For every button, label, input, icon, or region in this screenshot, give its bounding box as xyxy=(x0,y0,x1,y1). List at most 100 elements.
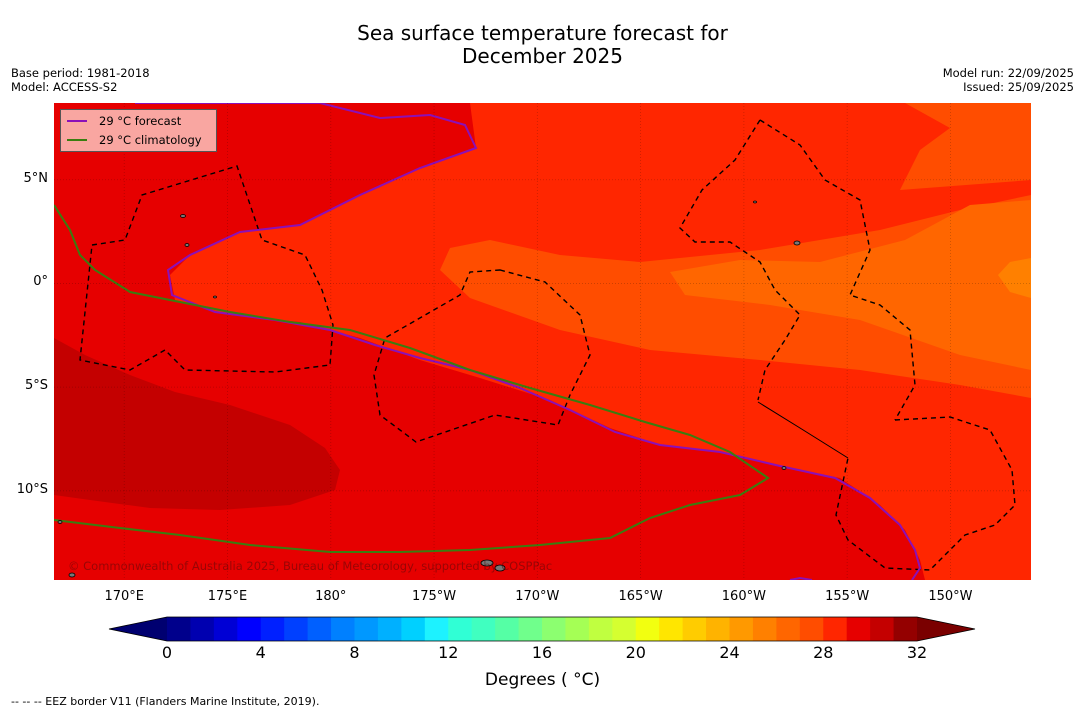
eez-border-kiribati-west xyxy=(679,119,801,401)
isotherm-lines xyxy=(54,103,922,580)
colorbar-segment xyxy=(635,617,660,641)
eez-border-solid-segment xyxy=(757,401,849,459)
issued-date: Issued: 25/09/2025 xyxy=(963,80,1074,94)
colorbar-segment xyxy=(377,617,402,641)
legend-row-forecast: 29 °C forecast xyxy=(67,114,181,128)
colorbar-tick-label: 0 xyxy=(161,643,173,662)
longitude-label: 175°E xyxy=(207,589,248,604)
colorbar-segment xyxy=(518,617,543,641)
colorbar-segment xyxy=(823,617,848,641)
island-b xyxy=(180,214,186,218)
colorbar-segment xyxy=(213,617,238,641)
island-f xyxy=(494,564,506,572)
colorbar-segment xyxy=(659,617,684,641)
colorbar-segment xyxy=(354,617,379,641)
title-line-1: Sea surface temperature forecast for xyxy=(357,21,728,45)
colorbar xyxy=(108,616,976,642)
latitude-label: 5°S xyxy=(24,378,48,394)
model-name: Model: ACCESS-S2 xyxy=(11,80,118,94)
longitude-label: 160°W xyxy=(721,589,766,604)
island-g xyxy=(68,572,76,578)
colorbar-segment xyxy=(706,617,731,641)
longitude-label: 165°W xyxy=(618,589,663,604)
colorbar-segment xyxy=(729,617,754,641)
model-run: Model run: 22/09/2025 xyxy=(942,66,1074,80)
colorbar-segment xyxy=(424,617,449,641)
longitude-label: 180° xyxy=(315,589,347,604)
legend-forecast-label: 29 °C forecast xyxy=(99,114,182,128)
colorbar-segment xyxy=(284,617,309,641)
climatology-swatch xyxy=(67,139,87,141)
title-line-2: December 2025 xyxy=(462,44,623,68)
colorbar-label: Degrees ( °C) xyxy=(484,670,601,690)
colorbar-segment xyxy=(167,617,192,641)
colorbar-tick-label: 24 xyxy=(719,643,740,662)
island-c xyxy=(793,240,801,246)
island-a xyxy=(184,243,190,247)
sst-band-27c-northeast xyxy=(900,103,1031,190)
colorbar-segment xyxy=(612,617,637,641)
island-d xyxy=(781,466,787,470)
colorbar-tick-label: 32 xyxy=(906,643,928,662)
meta-left: Base period: 1981-2018 Model: ACCESS-S2 xyxy=(11,66,150,94)
longitude-label: 155°W xyxy=(825,589,870,604)
colorbar-segment xyxy=(588,617,613,641)
colorbar-tick-label: 8 xyxy=(349,643,360,662)
longitude-label: 170°W xyxy=(515,589,560,604)
colorbar-segment xyxy=(776,617,801,641)
colorbar-segment xyxy=(542,617,567,641)
eez-border-cook-islands xyxy=(835,416,1016,571)
colorbar-tick-label: 28 xyxy=(813,643,834,662)
colorbar-segment xyxy=(190,617,215,641)
island-e xyxy=(480,559,494,567)
eez-footnote: -- -- -- EEZ border V11 (Flanders Marine… xyxy=(11,695,320,708)
climatology-29c-isotherm xyxy=(54,204,770,553)
colorbar-overflow-arrow xyxy=(917,617,975,641)
colorbar-segment xyxy=(331,617,356,641)
latitude-label: 0° xyxy=(33,274,48,290)
sst-band-26c xyxy=(670,200,1031,370)
legend-climatology-label: 29 °C climatology xyxy=(99,133,202,147)
forecast-29c-isotherm xyxy=(135,103,922,580)
colorbar-segment xyxy=(893,617,918,641)
sst-band-30c xyxy=(54,338,340,510)
map-legend: 29 °C forecast 29 °C climatology xyxy=(60,109,217,152)
colorbar-segment xyxy=(870,617,895,641)
colorbar-segment xyxy=(565,617,590,641)
base-period: Base period: 1981-2018 xyxy=(11,66,150,80)
colorbar-segment xyxy=(237,617,262,641)
graticule xyxy=(54,103,1031,580)
eez-border-tuvalu-nauru xyxy=(79,165,334,373)
eez-borders xyxy=(79,119,1016,571)
colorbar-segment xyxy=(799,617,824,641)
colorbar-segment xyxy=(401,617,426,641)
latitude-label: 5°N xyxy=(23,170,49,186)
longitude-label: 150°W xyxy=(928,589,973,604)
longitude-label: 170°E xyxy=(104,589,144,604)
colorbar-tick-label: 16 xyxy=(531,643,553,662)
colorbar-segment xyxy=(495,617,520,641)
island-j xyxy=(753,200,757,204)
latitude-label: 10°S xyxy=(16,481,48,497)
longitude-label: 175°W xyxy=(411,589,457,604)
island-i xyxy=(213,295,217,299)
forecast-29c-isotherm-se xyxy=(789,576,813,580)
sst-band-25c xyxy=(998,258,1031,298)
eez-border-tokelau xyxy=(373,269,591,443)
colorbar-segment xyxy=(307,617,332,641)
legend-row-climatology: 29 °C climatology xyxy=(67,133,202,147)
colorbar-segment xyxy=(448,617,473,641)
colorbar-tick-label: 20 xyxy=(625,643,646,662)
island-h xyxy=(57,520,63,524)
colorbar-segment xyxy=(682,617,707,641)
sst-field xyxy=(54,103,1031,580)
colorbar-tick-label: 12 xyxy=(438,643,459,662)
colorbar-segment xyxy=(260,617,285,641)
forecast-swatch xyxy=(67,120,87,122)
colorbar-outline xyxy=(108,616,976,642)
colorbar-tick-label: 4 xyxy=(255,643,266,662)
copyright-notice: © Commonwealth of Australia 2025, Bureau… xyxy=(68,559,553,573)
colorbar-underflow-arrow xyxy=(109,617,167,641)
map-title: Sea surface temperature forecast for Dec… xyxy=(0,22,1085,68)
